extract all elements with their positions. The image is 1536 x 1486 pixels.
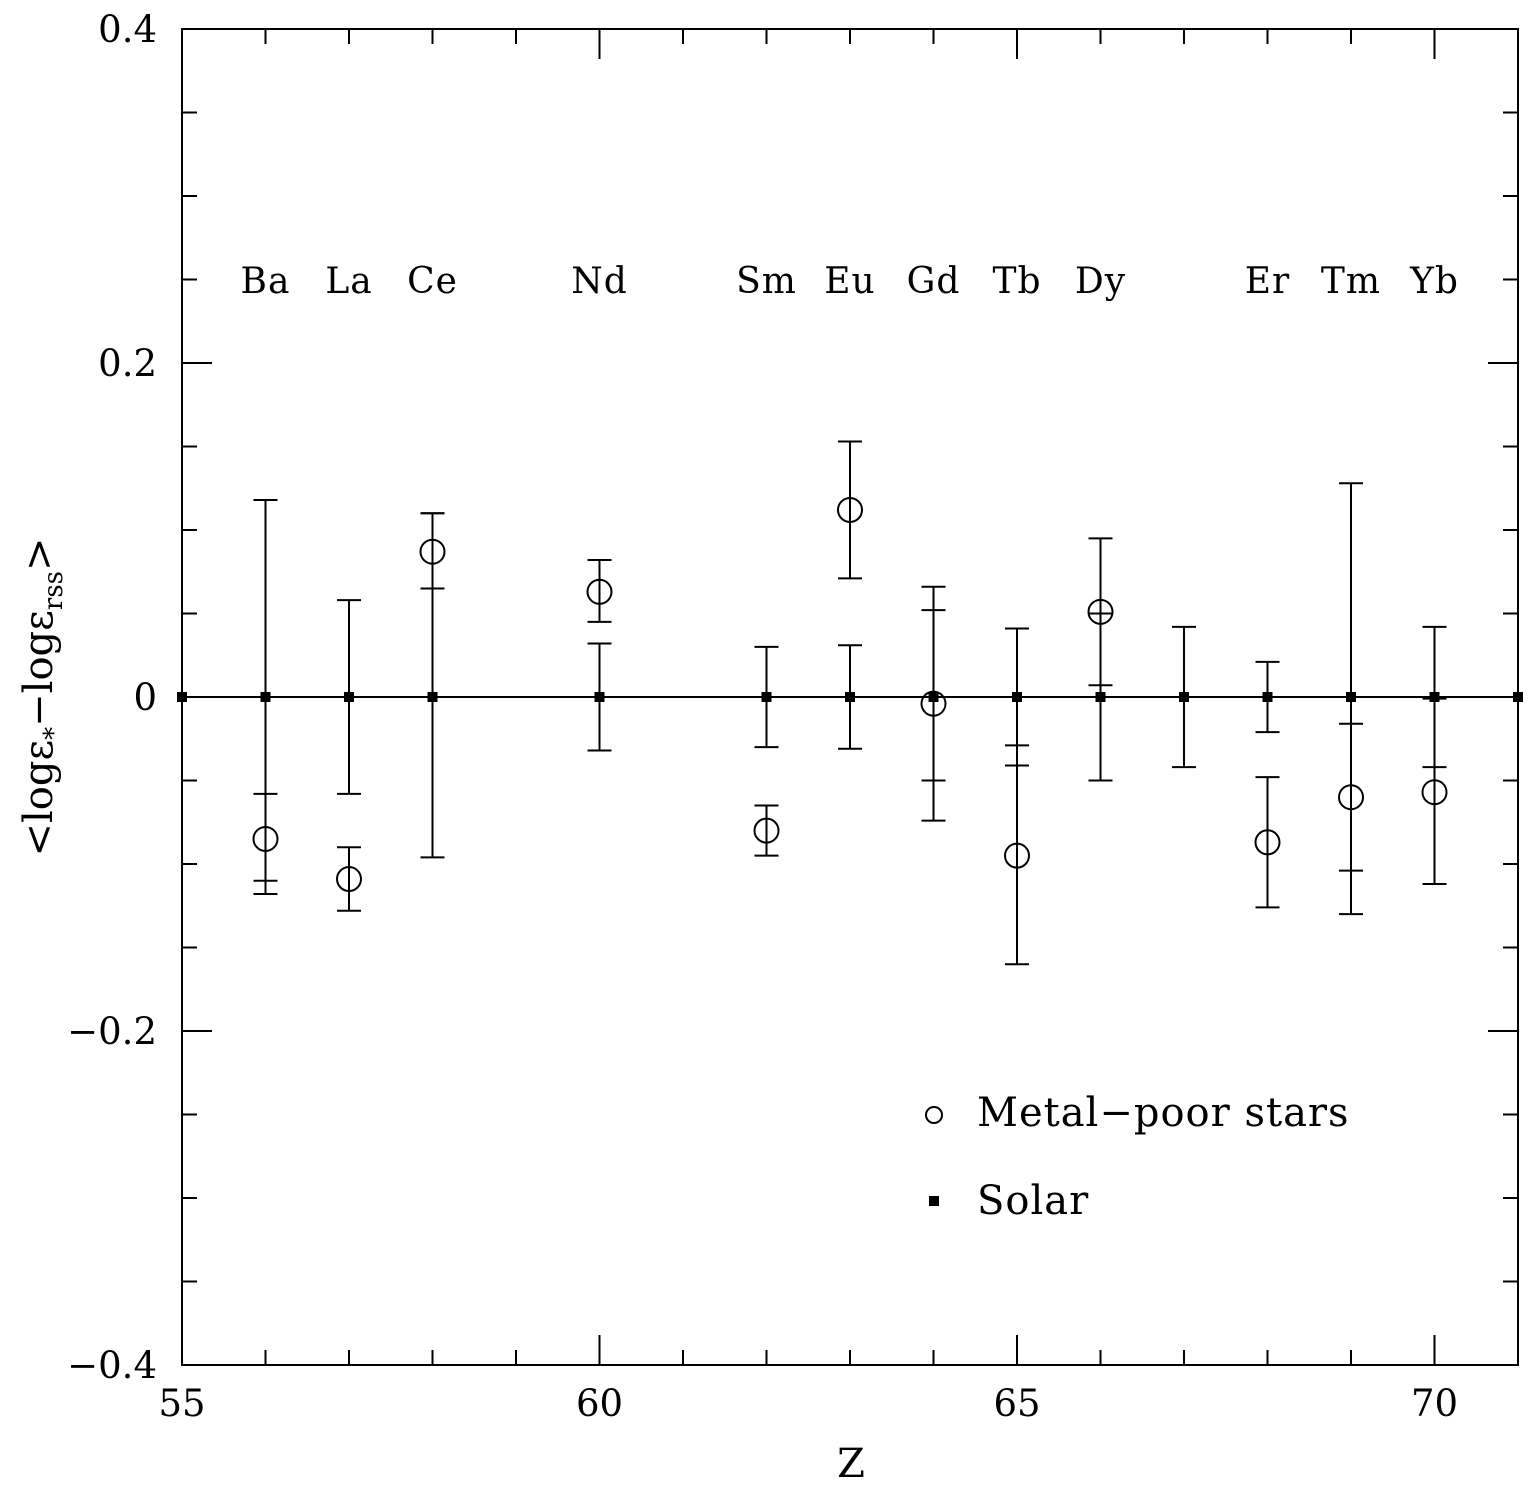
metal-poor-point: [753, 817, 780, 844]
solar-point: [1429, 692, 1440, 702]
metal-poor-point: [1338, 784, 1364, 811]
element-label-sm: Sm: [736, 261, 797, 302]
solar-point: [1262, 692, 1273, 702]
error-bar: [1005, 744, 1029, 966]
error-bars: [253, 440, 1447, 966]
solar-point: [594, 692, 605, 702]
legend-open-circle-icon: [925, 1106, 943, 1124]
element-label-er: Er: [1245, 261, 1291, 302]
element-label-tb: Tb: [992, 261, 1041, 302]
metal-poor-point: [252, 825, 279, 852]
x-tick-label: 70: [1411, 1382, 1458, 1425]
legend: Metal−poor stars Solar: [925, 1090, 1350, 1224]
solar-point: [1346, 692, 1356, 702]
y-tick-label: −0.2: [67, 1010, 157, 1053]
element-label-dy: Dy: [1075, 261, 1126, 302]
metal-poor-point: [1254, 829, 1281, 856]
y-tick-label: 0.4: [98, 8, 157, 51]
y-tick-label: 0: [133, 676, 157, 719]
x-tick-label: 60: [576, 1382, 623, 1425]
solar-point: [260, 692, 271, 702]
solar-point: [1012, 692, 1022, 702]
metal-poor-point: [1004, 842, 1030, 869]
element-label-tm: Tm: [1321, 261, 1381, 302]
y-tick-label: −0.4: [67, 1344, 157, 1387]
metal-poor-point: [336, 866, 362, 893]
metal-poor-point: [837, 496, 863, 523]
error-bar: [921, 585, 946, 822]
element-label-ce: Ce: [407, 261, 458, 302]
element-label-yb: Yb: [1409, 261, 1459, 302]
element-labels: Ba La Ce Nd Sm Eu Gd Tb Dy Er Tm Yb: [241, 261, 1459, 302]
error-bar: [838, 440, 862, 580]
plot-frame: [181, 28, 1519, 1366]
solar-point: [1179, 692, 1189, 702]
error-bar: [420, 512, 445, 859]
y-tick-label: 0.2: [98, 342, 157, 385]
metal-poor-point: [920, 690, 947, 717]
solar-point: [1095, 692, 1106, 702]
metal-poor-point: [1087, 598, 1114, 625]
solar-point: [344, 692, 354, 702]
error-bar: [337, 846, 361, 912]
metal-poor-point: [1421, 779, 1448, 806]
x-tick-label: 55: [158, 1382, 205, 1425]
x-axis-title: Z: [837, 1441, 865, 1486]
ticks-layer: 55 60 65 70 −0.4 −0.2 0 0.2 0.4: [67, 8, 1519, 1425]
legend-label-solar: Solar: [977, 1178, 1089, 1224]
error-bar: [1255, 776, 1280, 909]
solar-point: [928, 692, 939, 702]
metal-poor-point: [419, 538, 446, 565]
element-label-ba: Ba: [241, 261, 291, 302]
data-markers: [177, 496, 1523, 893]
error-bar: [587, 559, 612, 623]
x-tick-label: 65: [993, 1382, 1040, 1425]
element-label-eu: Eu: [824, 261, 875, 302]
solar-point: [761, 692, 772, 702]
element-label-nd: Nd: [571, 261, 628, 302]
legend-filled-square-icon: [929, 1196, 939, 1206]
metal-poor-point: [586, 578, 613, 605]
y-axis-title: <logε*−logεrss>: [16, 537, 69, 856]
solar-point: [427, 692, 438, 702]
element-label-la: La: [325, 261, 372, 302]
error-bar: [754, 804, 779, 857]
legend-label-metal-poor: Metal−poor stars: [977, 1090, 1350, 1136]
solar-point: [845, 692, 855, 702]
element-label-gd: Gd: [907, 261, 961, 302]
